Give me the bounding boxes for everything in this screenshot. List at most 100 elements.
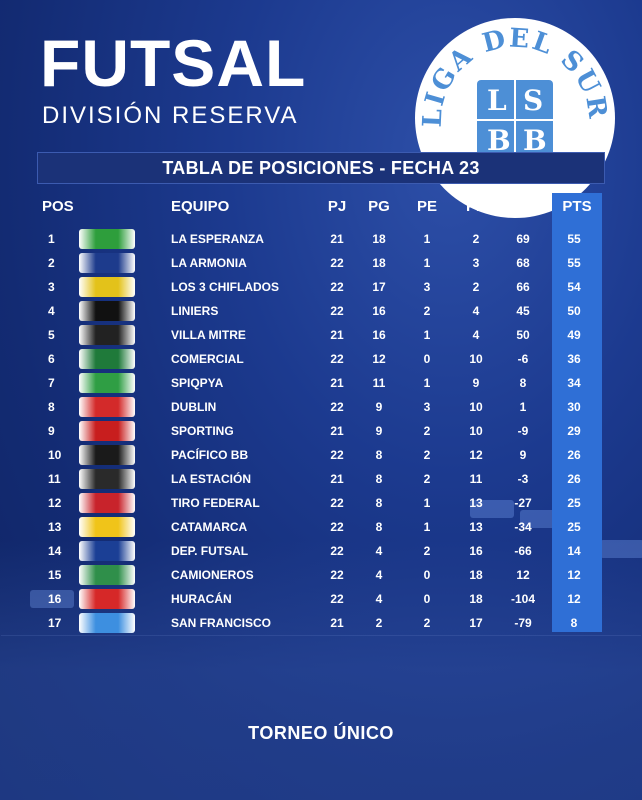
row-pg: 8: [375, 520, 383, 534]
row-pj: 21: [330, 424, 344, 438]
team-crest-icon: [79, 421, 135, 441]
table-row: 1 LA ESPERANZA 21 18 1 2 69 55: [37, 228, 603, 251]
row-pp: 10: [469, 400, 483, 414]
column-header-team: EQUIPO: [171, 198, 230, 215]
team-crest-icon: [79, 277, 135, 297]
row-dif: -104: [510, 592, 536, 606]
row-pp: 4: [472, 328, 480, 342]
row-pts: 30: [567, 400, 581, 414]
row-pp: 2: [472, 280, 480, 294]
row-pe: 3: [423, 400, 431, 414]
row-pos: 4: [48, 304, 55, 318]
row-pp: 18: [469, 592, 483, 606]
stadium-light-decoration: [470, 500, 514, 518]
logo-initial: S: [523, 84, 544, 117]
row-pos: 12: [48, 496, 62, 510]
row-team: LA ESTACIÓN: [171, 472, 251, 486]
row-pos: 9: [48, 424, 55, 438]
team-crest-icon: [79, 349, 135, 369]
row-pg: 12: [372, 352, 386, 366]
team-crest-icon: [79, 325, 135, 345]
row-pj: 22: [330, 520, 344, 534]
row-pos: 13: [48, 520, 62, 534]
row-pp: 3: [472, 256, 480, 270]
table-row: 14 DEP. FUTSAL 22 4 2 16 -66 14: [37, 540, 603, 563]
row-pos: 14: [48, 544, 62, 558]
row-pos: 1: [48, 232, 55, 246]
row-pos: 10: [48, 448, 62, 462]
row-pg: 8: [375, 472, 383, 486]
row-pg: 16: [372, 304, 386, 318]
row-pj: 21: [330, 616, 344, 630]
row-pj: 22: [330, 568, 344, 582]
team-crest-icon: [79, 229, 135, 249]
table-row: 13 CATAMARCA 22 8 1 13 -34 25: [37, 516, 603, 539]
table-row: 8 DUBLIN 22 9 3 10 1 30: [37, 396, 603, 419]
row-pts: 12: [567, 592, 581, 606]
row-dif: 9: [519, 448, 527, 462]
logo-shield: L S B B: [477, 80, 553, 160]
row-team: CAMIONEROS: [171, 568, 254, 582]
team-crest-icon: [79, 613, 135, 633]
row-pts: 36: [567, 352, 581, 366]
table-row: 10 PACÍFICO BB 22 8 2 12 9 26: [37, 444, 603, 467]
row-pp: 9: [472, 376, 480, 390]
row-dif: 69: [516, 232, 530, 246]
row-pg: 8: [375, 496, 383, 510]
table-row: 11 LA ESTACIÓN 21 8 2 11 -3 26: [37, 468, 603, 491]
row-pts: 55: [567, 256, 581, 270]
row-pp: 13: [469, 496, 483, 510]
row-team: DUBLIN: [171, 400, 217, 414]
row-team: LINIERS: [171, 304, 219, 318]
row-dif: 45: [516, 304, 530, 318]
row-pos: 17: [48, 616, 62, 630]
column-header-pp: PP: [465, 198, 486, 215]
column-header-pts: PTS: [562, 198, 592, 215]
column-header-pos: POS: [42, 198, 74, 215]
row-pg: 4: [375, 544, 383, 558]
team-crest-icon: [79, 541, 135, 561]
row-pg: 2: [375, 616, 383, 630]
row-pe: 1: [423, 328, 431, 342]
table-row: 6 COMERCIAL 22 12 0 10 -6 36: [37, 348, 603, 371]
row-pp: 10: [469, 352, 483, 366]
row-pe: 0: [423, 568, 431, 582]
team-crest-icon: [79, 589, 135, 609]
row-pos: 11: [48, 472, 61, 486]
row-team: VILLA MITRE: [171, 328, 246, 342]
row-pj: 22: [330, 544, 344, 558]
team-crest-icon: [79, 493, 135, 513]
row-pj: 21: [330, 472, 344, 486]
row-pos: 8: [48, 400, 55, 414]
row-pts: 26: [567, 448, 581, 462]
row-pj: 22: [330, 304, 344, 318]
row-team: SPORTING: [171, 424, 234, 438]
row-dif: -6: [517, 352, 529, 366]
table-row: 16 HURACÁN 22 4 0 18 -104 12: [37, 588, 603, 611]
row-pos: 2: [48, 256, 55, 270]
team-crest-icon: [79, 469, 135, 489]
row-dif: 1: [519, 400, 527, 414]
team-crest-icon: [79, 397, 135, 417]
row-pj: 22: [330, 496, 344, 510]
row-pj: 22: [330, 256, 344, 270]
row-pe: 2: [423, 448, 431, 462]
team-crest-icon: [79, 565, 135, 585]
stadium-light-decoration: [30, 590, 74, 608]
row-pts: 49: [567, 328, 581, 342]
logo-initial: B: [487, 124, 511, 157]
row-pts: 25: [567, 520, 581, 534]
pts-column-highlight: [552, 193, 602, 632]
row-pe: 0: [423, 352, 431, 366]
table-row: 9 SPORTING 21 9 2 10 -9 29: [37, 420, 603, 443]
row-team: TIRO FEDERAL: [171, 496, 260, 510]
table-row: 2 LA ARMONIA 22 18 1 3 68 55: [37, 252, 603, 275]
row-pj: 21: [330, 328, 344, 342]
row-pts: 34: [567, 376, 581, 390]
league-logo: LIGA DEL SUR B A L S B B: [415, 18, 615, 218]
row-pj: 21: [330, 232, 344, 246]
row-pts: 55: [567, 232, 581, 246]
row-pts: 54: [567, 280, 581, 294]
column-header-pg: PG: [368, 198, 390, 215]
row-pg: 4: [375, 568, 383, 582]
